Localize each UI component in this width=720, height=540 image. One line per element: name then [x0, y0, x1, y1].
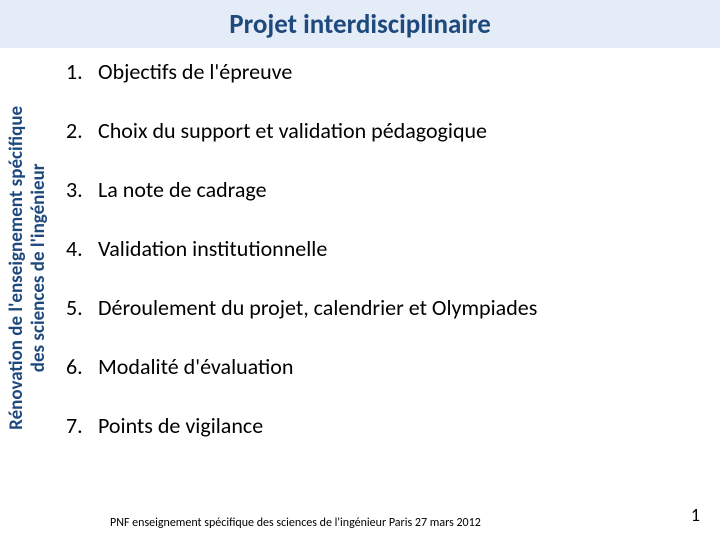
list-text: Points de vigilance: [98, 412, 263, 439]
list-item: 5. Déroulement du projet, calendrier et …: [60, 294, 710, 321]
list-num: 1.: [60, 58, 98, 85]
sidebar: Rénovation de l'enseignement spécifique …: [8, 48, 48, 488]
slide: Projet interdisciplinaire Rénovation de …: [0, 0, 720, 540]
sidebar-line1: Rénovation de l'enseignement spécifique: [5, 106, 28, 430]
page-number: 1: [691, 504, 700, 526]
list-item: 7. Points de vigilance: [60, 412, 710, 439]
list-item: 4. Validation institutionnelle: [60, 235, 710, 262]
list-num: 7.: [60, 412, 98, 439]
list-num: 6.: [60, 353, 98, 380]
list-content: 1. Objectifs de l'épreuve 2. Choix du su…: [60, 58, 710, 471]
list-item: 1. Objectifs de l'épreuve: [60, 58, 710, 85]
list-item: 6. Modalité d'évaluation: [60, 353, 710, 380]
list-num: 5.: [60, 294, 98, 321]
list-text: Objectifs de l'épreuve: [98, 58, 292, 85]
list-text: Choix du support et validation pédagogiq…: [98, 117, 487, 144]
footer: PNF enseignement spécifique des sciences…: [0, 506, 720, 530]
list-text: Validation institutionnelle: [98, 235, 327, 262]
list-num: 4.: [60, 235, 98, 262]
list-text: Déroulement du projet, calendrier et Oly…: [98, 294, 537, 321]
list-text: Modalité d'évaluation: [98, 353, 293, 380]
list-num: 2.: [60, 117, 98, 144]
list-num: 3.: [60, 176, 98, 203]
list-text: La note de cadrage: [98, 176, 267, 203]
sidebar-text: Rénovation de l'enseignement spécifique …: [6, 106, 50, 430]
header-bar: Projet interdisciplinaire: [0, 0, 720, 48]
sidebar-line2: des sciences de l'ingénieur: [27, 164, 50, 373]
footer-text: PNF enseignement spécifique des sciences…: [110, 516, 481, 530]
page-title: Projet interdisciplinaire: [229, 8, 491, 41]
list-item: 3. La note de cadrage: [60, 176, 710, 203]
list-item: 2. Choix du support et validation pédago…: [60, 117, 710, 144]
